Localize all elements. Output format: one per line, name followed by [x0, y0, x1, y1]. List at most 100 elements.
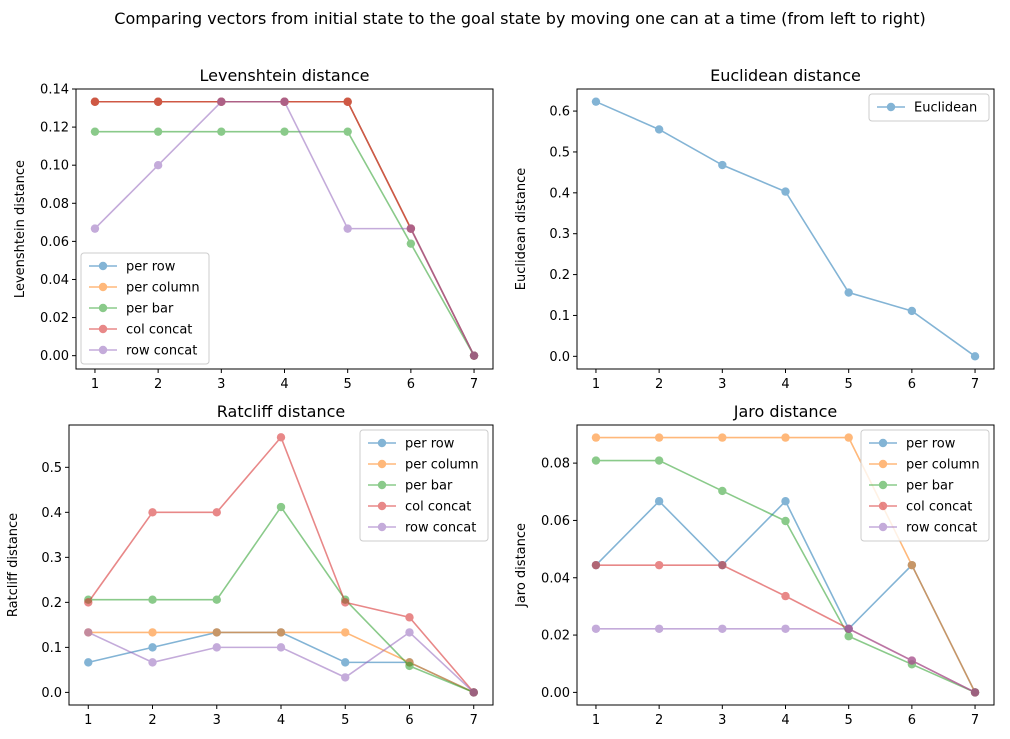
legend-label-col-concat: col concat — [405, 500, 471, 515]
legend-dot — [878, 438, 888, 448]
data-point-col-concat — [148, 508, 157, 517]
legend-label-per-bar: per bar — [126, 302, 174, 317]
data-point-per-row — [84, 658, 93, 667]
data-point-per-column — [907, 560, 917, 570]
legend-label-per-row: per row — [405, 437, 455, 452]
legend-marker-per-column — [89, 282, 117, 292]
y-tick-label: 0.06 — [40, 235, 69, 250]
x-tick-label: 5 — [845, 713, 853, 728]
data-point-per-column — [341, 628, 350, 637]
data-point-per-column — [718, 433, 727, 442]
data-point-per-column — [654, 433, 664, 442]
legend-dot — [98, 282, 108, 292]
data-point-row-concat — [844, 624, 853, 633]
x-tick-label: 2 — [148, 713, 156, 728]
legend-label-col-concat: col concat — [906, 500, 972, 515]
data-point-per-column — [844, 433, 853, 442]
y-tick-label: 0.3 — [549, 227, 570, 242]
data-point-col-concat — [654, 560, 664, 570]
legend-box — [860, 429, 990, 542]
y-tick-label: 0.12 — [40, 121, 69, 136]
data-point-euclidean — [718, 160, 727, 170]
legend: per row per column per bar col concat row co… — [80, 252, 210, 365]
data-point-euclidean — [844, 288, 853, 297]
legend-dot — [377, 522, 387, 532]
chart-panel-levenshtein-distance: Levenshtein distance Levenshtein distance… — [13, 66, 494, 392]
data-point-per-row — [148, 643, 157, 652]
x-tick-label: 7 — [971, 713, 979, 728]
legend-label-euclidean: Euclidean — [914, 101, 977, 116]
data-point-col-concat — [781, 591, 790, 601]
data-point-per-bar — [280, 127, 289, 136]
chart-panel-jaro-distance: Jaro distance Jaro distance 1 2 3 4 5 6 7 0.00 0.0… — [514, 402, 995, 728]
y-axis-label: Ratcliff distance — [6, 513, 21, 617]
legend-dot — [377, 438, 387, 448]
data-point-euclidean — [970, 352, 980, 361]
y-tick-label: 0.0 — [41, 686, 62, 701]
y-tick-label: 0.1 — [549, 309, 570, 324]
x-tick-label: 1 — [84, 713, 92, 728]
legend-label-per-row: per row — [906, 437, 956, 452]
data-point-col-concat — [153, 97, 163, 106]
x-tick-label: 4 — [781, 713, 789, 728]
legend: per row per column per bar col concat row co… — [860, 429, 990, 542]
x-tick-label: 3 — [217, 377, 225, 392]
legend-marker-row-concat — [869, 522, 897, 532]
y-tick-label: 0.02 — [40, 311, 69, 326]
legend-label-col-concat: col concat — [126, 323, 192, 338]
series-euclidean — [591, 97, 980, 361]
data-point-per-bar — [405, 661, 414, 671]
chart-title: Euclidean distance — [710, 66, 861, 85]
data-point-col-concat — [718, 560, 727, 570]
x-tick-label: 2 — [655, 713, 663, 728]
legend-box — [359, 429, 489, 542]
series-row-concat — [84, 628, 478, 697]
data-point-per-row — [341, 658, 350, 667]
y-tick-label: 0.06 — [541, 514, 570, 529]
legend-label-per-row: per row — [126, 260, 176, 275]
data-point-col-concat — [341, 598, 350, 607]
legend-dot — [98, 261, 108, 271]
legend-dot — [98, 324, 108, 334]
legend-label-row-concat: row concat — [405, 521, 476, 536]
legend: per row per column per bar col concat row co… — [359, 429, 489, 542]
y-tick-label: 0.6 — [549, 105, 570, 120]
data-point-row-concat — [280, 97, 289, 106]
series-row-concat — [90, 97, 479, 360]
data-point-col-concat — [90, 97, 100, 106]
x-tick-label: 4 — [277, 713, 285, 728]
legend-marker-row-concat — [89, 345, 117, 355]
data-point-per-bar — [718, 486, 727, 496]
legend-dot — [377, 480, 387, 490]
legend-marker-per-bar — [869, 480, 897, 490]
legend-label-per-column: per column — [906, 458, 980, 473]
legend-marker-row-concat — [368, 522, 396, 532]
data-point-row-concat — [90, 224, 100, 233]
data-point-row-concat — [469, 688, 478, 697]
data-point-row-concat — [781, 624, 790, 633]
x-tick-label: 6 — [407, 377, 415, 392]
data-point-col-concat — [212, 508, 221, 517]
data-point-per-bar — [212, 595, 221, 604]
legend-dot — [377, 459, 387, 469]
data-point-col-concat — [405, 613, 414, 622]
x-tick-label: 2 — [655, 377, 663, 392]
y-tick-label: 0.4 — [41, 506, 62, 521]
legend-box — [80, 252, 210, 365]
data-point-col-concat — [343, 97, 352, 106]
data-point-per-bar — [343, 127, 352, 136]
data-point-per-bar — [153, 127, 163, 136]
data-point-col-concat — [591, 560, 601, 570]
x-tick-label: 1 — [91, 377, 99, 392]
x-tick-label: 5 — [344, 377, 352, 392]
legend-marker-per-row — [869, 438, 897, 448]
legend-marker-col-concat — [869, 501, 897, 511]
data-point-row-concat — [405, 628, 414, 637]
data-point-per-bar — [217, 127, 226, 136]
data-point-per-column — [276, 628, 286, 637]
legend-marker-per-row — [89, 261, 117, 271]
legend-label-per-column: per column — [126, 281, 200, 296]
x-tick-label: 2 — [154, 377, 162, 392]
x-tick-label: 5 — [341, 713, 349, 728]
